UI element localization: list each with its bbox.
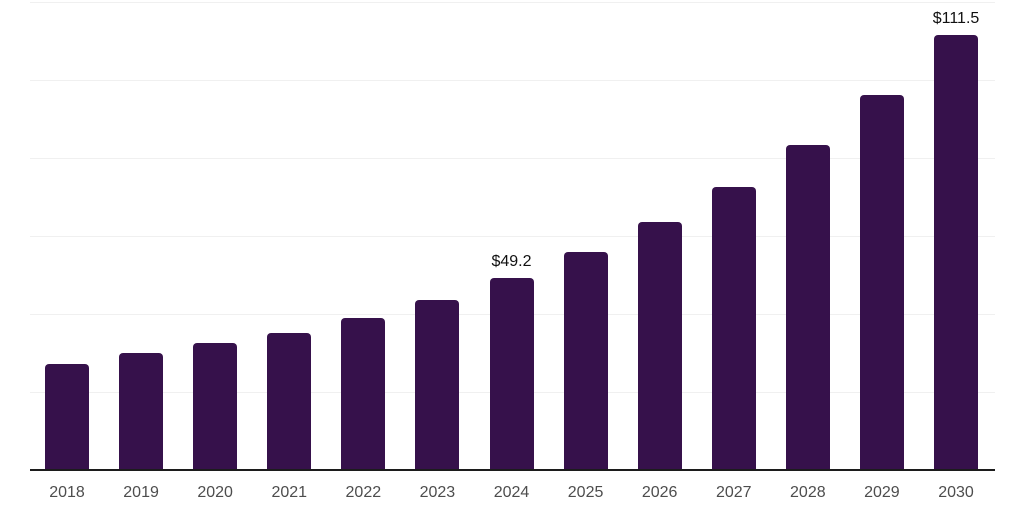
bar-2027 <box>711 186 756 470</box>
x-tick-label-2023: 2023 <box>419 484 456 501</box>
x-tick-label-2029: 2029 <box>864 484 900 501</box>
x-tick-label-2026: 2026 <box>641 484 678 501</box>
bar-2020 <box>193 342 238 470</box>
bar-2025 <box>563 252 608 470</box>
gridline-60 <box>30 236 995 237</box>
x-axis-tick-labels: 2018 2019 2020 2021 2022 2023 2024 2025 2026 2027… <box>0 485 1024 507</box>
bar-2030 <box>934 35 978 470</box>
plot-area: $49.2 $111.5 <box>30 2 995 470</box>
bar-2026 <box>637 222 682 470</box>
bar-2024 <box>489 278 534 470</box>
x-axis-line <box>30 469 995 471</box>
bar-2022 <box>341 317 386 470</box>
bar-value-label-2030: $111.5 <box>932 10 980 28</box>
x-tick-label-2024: 2024 <box>493 484 530 501</box>
x-tick-label-2018: 2018 <box>49 484 85 501</box>
gridline-100 <box>30 80 995 81</box>
bar-2021 <box>267 333 312 470</box>
x-tick-label-2030: 2030 <box>938 484 974 501</box>
x-tick-label-2022: 2022 <box>345 484 382 501</box>
x-tick-label-2020: 2020 <box>197 484 233 501</box>
gridline-120 <box>30 2 995 3</box>
gridline-80 <box>30 158 995 159</box>
x-tick-label-2019: 2019 <box>123 484 159 501</box>
bar-2023 <box>415 299 460 470</box>
bar-2029 <box>859 94 904 470</box>
bar-2018 <box>45 363 89 470</box>
bar-value-label-2024: $49.2 <box>491 253 532 271</box>
bar-2028 <box>785 145 830 470</box>
x-tick-label-2021: 2021 <box>271 484 308 501</box>
x-tick-label-2025: 2025 <box>567 484 604 501</box>
x-tick-label-2027: 2027 <box>715 484 752 501</box>
bar-2019 <box>119 353 164 470</box>
x-tick-label-2028: 2028 <box>790 484 826 501</box>
